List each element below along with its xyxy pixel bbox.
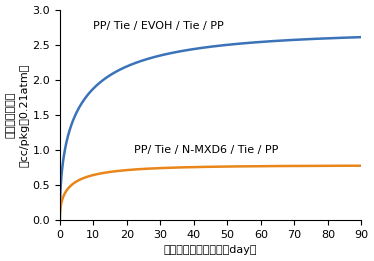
Text: PP/ Tie / EVOH / Tie / PP: PP/ Tie / EVOH / Tie / PP <box>94 21 224 31</box>
Text: PP/ Tie / N-MXD6 / Tie / PP: PP/ Tie / N-MXD6 / Tie / PP <box>134 145 278 156</box>
Y-axis label: 累積酸素透過量
（cc/pkg・0.21atm）: 累積酸素透過量 （cc/pkg・0.21atm） <box>6 63 30 167</box>
X-axis label: レトルト後経過日数（day）: レトルト後経過日数（day） <box>164 245 257 256</box>
